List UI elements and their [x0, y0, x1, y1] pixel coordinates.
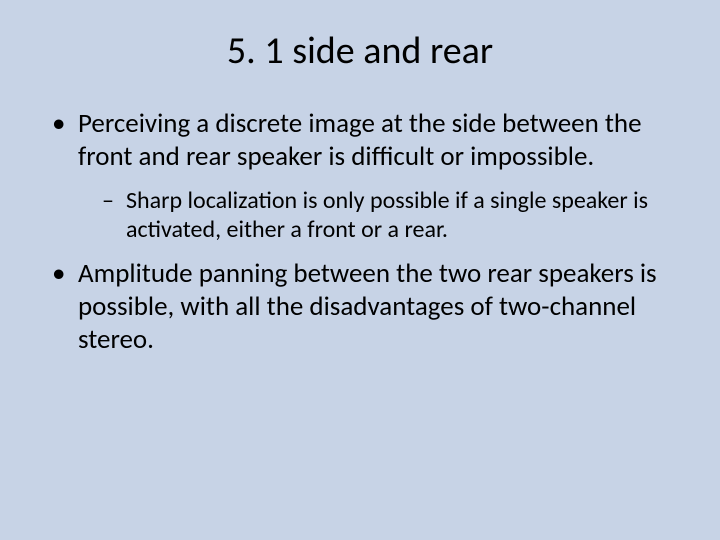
list-item: Perceiving a discrete image at the side …	[50, 108, 670, 244]
list-item: Sharp localization is only possible if a…	[102, 186, 670, 245]
bullet-list: Perceiving a discrete image at the side …	[50, 108, 670, 357]
bullet-text: Amplitude panning between the two rear s…	[78, 257, 657, 356]
slide-title: 5. 1 side and rear	[50, 28, 670, 74]
bullet-text: Perceiving a discrete image at the side …	[78, 107, 642, 173]
bullet-text: Sharp localization is only possible if a…	[126, 186, 648, 244]
list-item: Amplitude panning between the two rear s…	[50, 258, 670, 357]
slide: 5. 1 side and rear Perceiving a discrete…	[0, 0, 720, 540]
sub-bullet-list: Sharp localization is only possible if a…	[78, 186, 670, 245]
